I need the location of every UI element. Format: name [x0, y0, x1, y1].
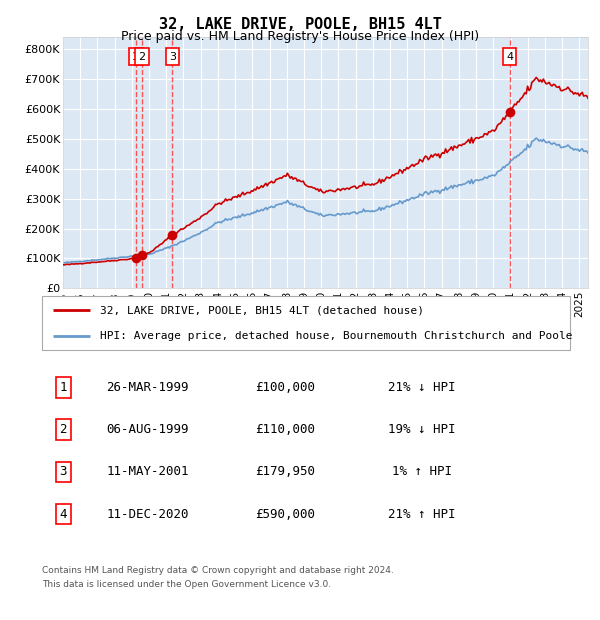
Text: 26-MAR-1999: 26-MAR-1999: [106, 381, 189, 394]
Text: HPI: Average price, detached house, Bournemouth Christchurch and Poole: HPI: Average price, detached house, Bour…: [100, 330, 572, 340]
Text: 06-AUG-1999: 06-AUG-1999: [106, 423, 189, 436]
Text: £590,000: £590,000: [255, 508, 315, 521]
Text: 3: 3: [169, 51, 176, 61]
Text: 32, LAKE DRIVE, POOLE, BH15 4LT: 32, LAKE DRIVE, POOLE, BH15 4LT: [158, 17, 442, 32]
Text: Price paid vs. HM Land Registry's House Price Index (HPI): Price paid vs. HM Land Registry's House …: [121, 30, 479, 43]
Text: 11-MAY-2001: 11-MAY-2001: [106, 466, 189, 478]
Text: £110,000: £110,000: [255, 423, 315, 436]
Text: 19% ↓ HPI: 19% ↓ HPI: [388, 423, 456, 436]
Text: 3: 3: [59, 466, 67, 478]
Text: 4: 4: [59, 508, 67, 521]
Text: 4: 4: [506, 51, 513, 61]
Text: 1: 1: [59, 381, 67, 394]
Text: 1: 1: [133, 51, 139, 61]
Text: 32, LAKE DRIVE, POOLE, BH15 4LT (detached house): 32, LAKE DRIVE, POOLE, BH15 4LT (detache…: [100, 306, 424, 316]
Text: 1% ↑ HPI: 1% ↑ HPI: [392, 466, 452, 478]
Text: 21% ↓ HPI: 21% ↓ HPI: [388, 381, 456, 394]
Text: £179,950: £179,950: [255, 466, 315, 478]
Text: 2: 2: [59, 423, 67, 436]
Text: 11-DEC-2020: 11-DEC-2020: [106, 508, 189, 521]
Text: £100,000: £100,000: [255, 381, 315, 394]
Text: Contains HM Land Registry data © Crown copyright and database right 2024.: Contains HM Land Registry data © Crown c…: [42, 566, 394, 575]
Text: 2: 2: [139, 51, 146, 61]
FancyBboxPatch shape: [42, 296, 570, 350]
Text: This data is licensed under the Open Government Licence v3.0.: This data is licensed under the Open Gov…: [42, 580, 331, 589]
Text: 21% ↑ HPI: 21% ↑ HPI: [388, 508, 456, 521]
